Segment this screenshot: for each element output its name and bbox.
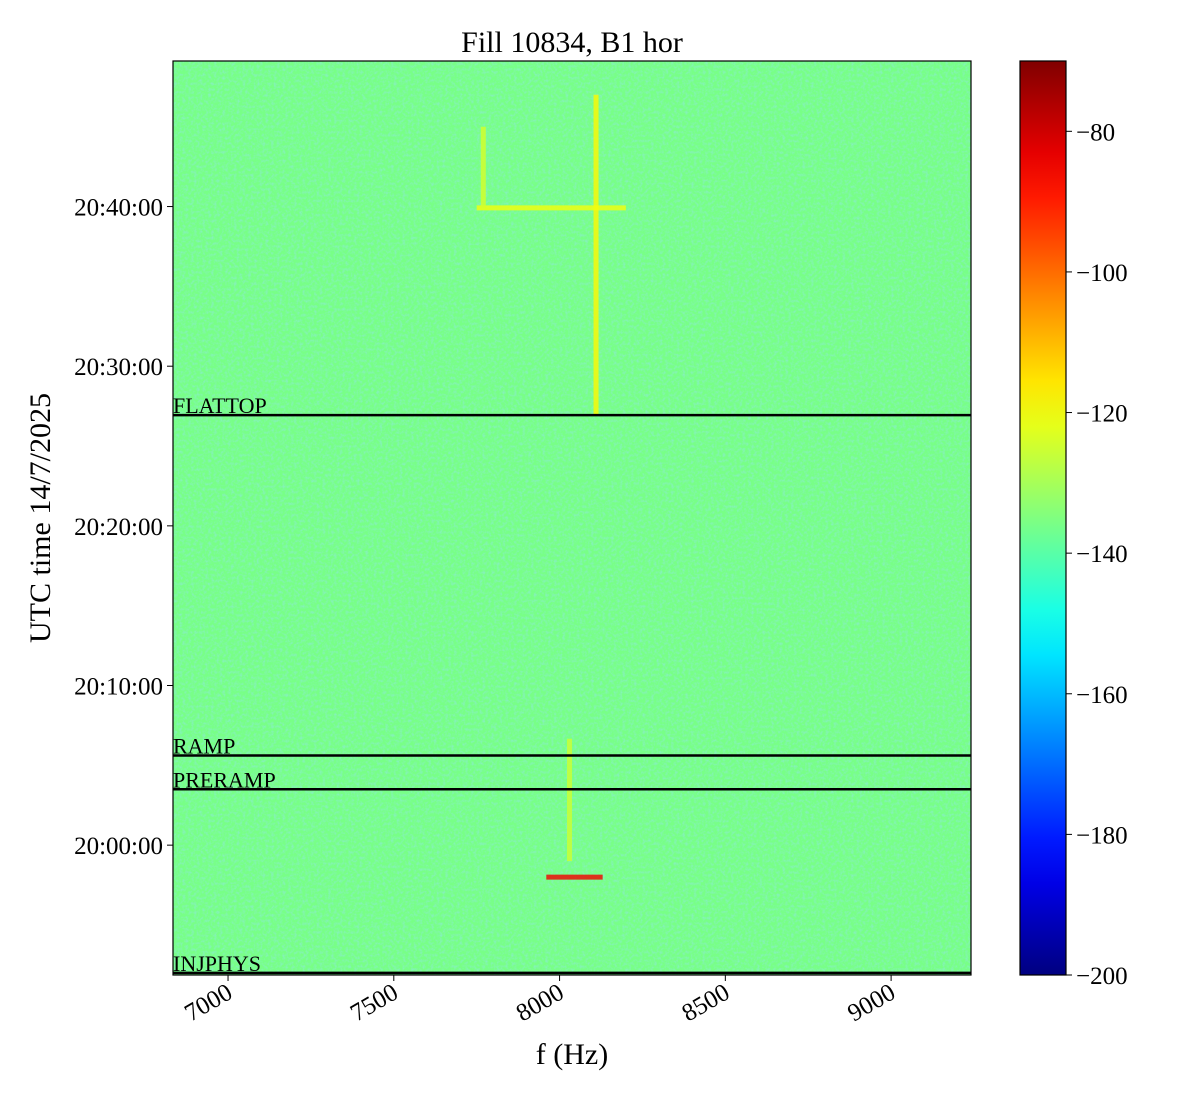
x-tick-label: 7000 (180, 979, 237, 1027)
plot-area (173, 61, 971, 975)
colorbar-tick-label: −100 (1076, 260, 1128, 287)
y-tick-label: 20:10:00 (74, 674, 163, 701)
colorbar (1019, 60, 1067, 976)
x-tick-label: 7500 (346, 979, 403, 1027)
colorbar-tick-label: −120 (1076, 401, 1128, 428)
y-tick-label: 20:40:00 (74, 195, 163, 222)
colorbar-tick-label: −140 (1076, 541, 1128, 568)
y-tick-label: 20:30:00 (74, 354, 163, 381)
y-tick-label: 20:20:00 (74, 514, 163, 541)
colorbar-tick-label: −180 (1076, 822, 1128, 849)
colorbar-tick-label: −200 (1076, 963, 1128, 990)
x-tick-label: 8500 (678, 979, 735, 1027)
y-tick-label: 20:00:00 (74, 833, 163, 860)
chart-title: Fill 10834, B1 hor (461, 26, 683, 59)
y-axis-label: UTC time 14/7/2025 (24, 393, 57, 643)
colorbar-tick-label: −80 (1076, 119, 1115, 146)
event-label: PRERAMP (173, 767, 276, 792)
event-label: FLATTOP (173, 393, 267, 418)
x-tick-label: 8000 (512, 979, 569, 1027)
plot-frame (172, 60, 972, 976)
event-label: INJPHYS (173, 951, 261, 976)
colorbar-tick-label: −160 (1076, 682, 1128, 709)
event-label: RAMP (173, 733, 235, 758)
x-tick-label: 9000 (843, 979, 900, 1027)
x-axis-label: f (Hz) (536, 1038, 608, 1071)
